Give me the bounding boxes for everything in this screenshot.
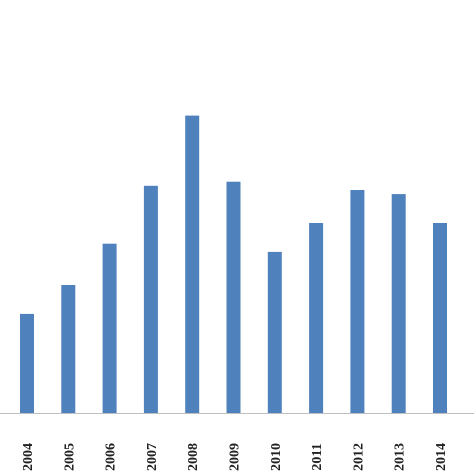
bar-2004 — [20, 313, 34, 413]
x-tick-label-2007: 2007 — [145, 443, 160, 471]
x-tick-label-2014: 2014 — [434, 443, 449, 471]
x-tick-label-2006: 2006 — [104, 443, 119, 471]
x-tick-label-2010: 2010 — [269, 443, 284, 471]
bar-2014 — [433, 223, 447, 413]
bar-2010 — [267, 251, 282, 413]
bar-2009 — [226, 181, 241, 413]
bar-2005 — [61, 285, 76, 413]
bar-2006 — [102, 243, 117, 413]
bar-2013 — [391, 194, 406, 413]
bar-2008 — [185, 115, 200, 413]
x-tick-label-2005: 2005 — [62, 443, 77, 471]
bar-2011 — [309, 223, 324, 413]
x-tick-label-2004: 2004 — [21, 443, 36, 471]
x-tick-label-2013: 2013 — [393, 443, 408, 471]
bars-group — [20, 115, 447, 413]
bar-2007 — [143, 185, 158, 413]
x-tick-label-2009: 2009 — [228, 443, 243, 471]
x-tick-label-2011: 2011 — [310, 443, 325, 470]
x-tick-labels: 2004 2005 2006 2007 2008 2009 2010 2011 2012 2013… — [21, 443, 449, 471]
x-tick-label-2008: 2008 — [186, 443, 201, 471]
bar-2012 — [350, 190, 365, 413]
x-tick-label-2012: 2012 — [351, 443, 366, 471]
